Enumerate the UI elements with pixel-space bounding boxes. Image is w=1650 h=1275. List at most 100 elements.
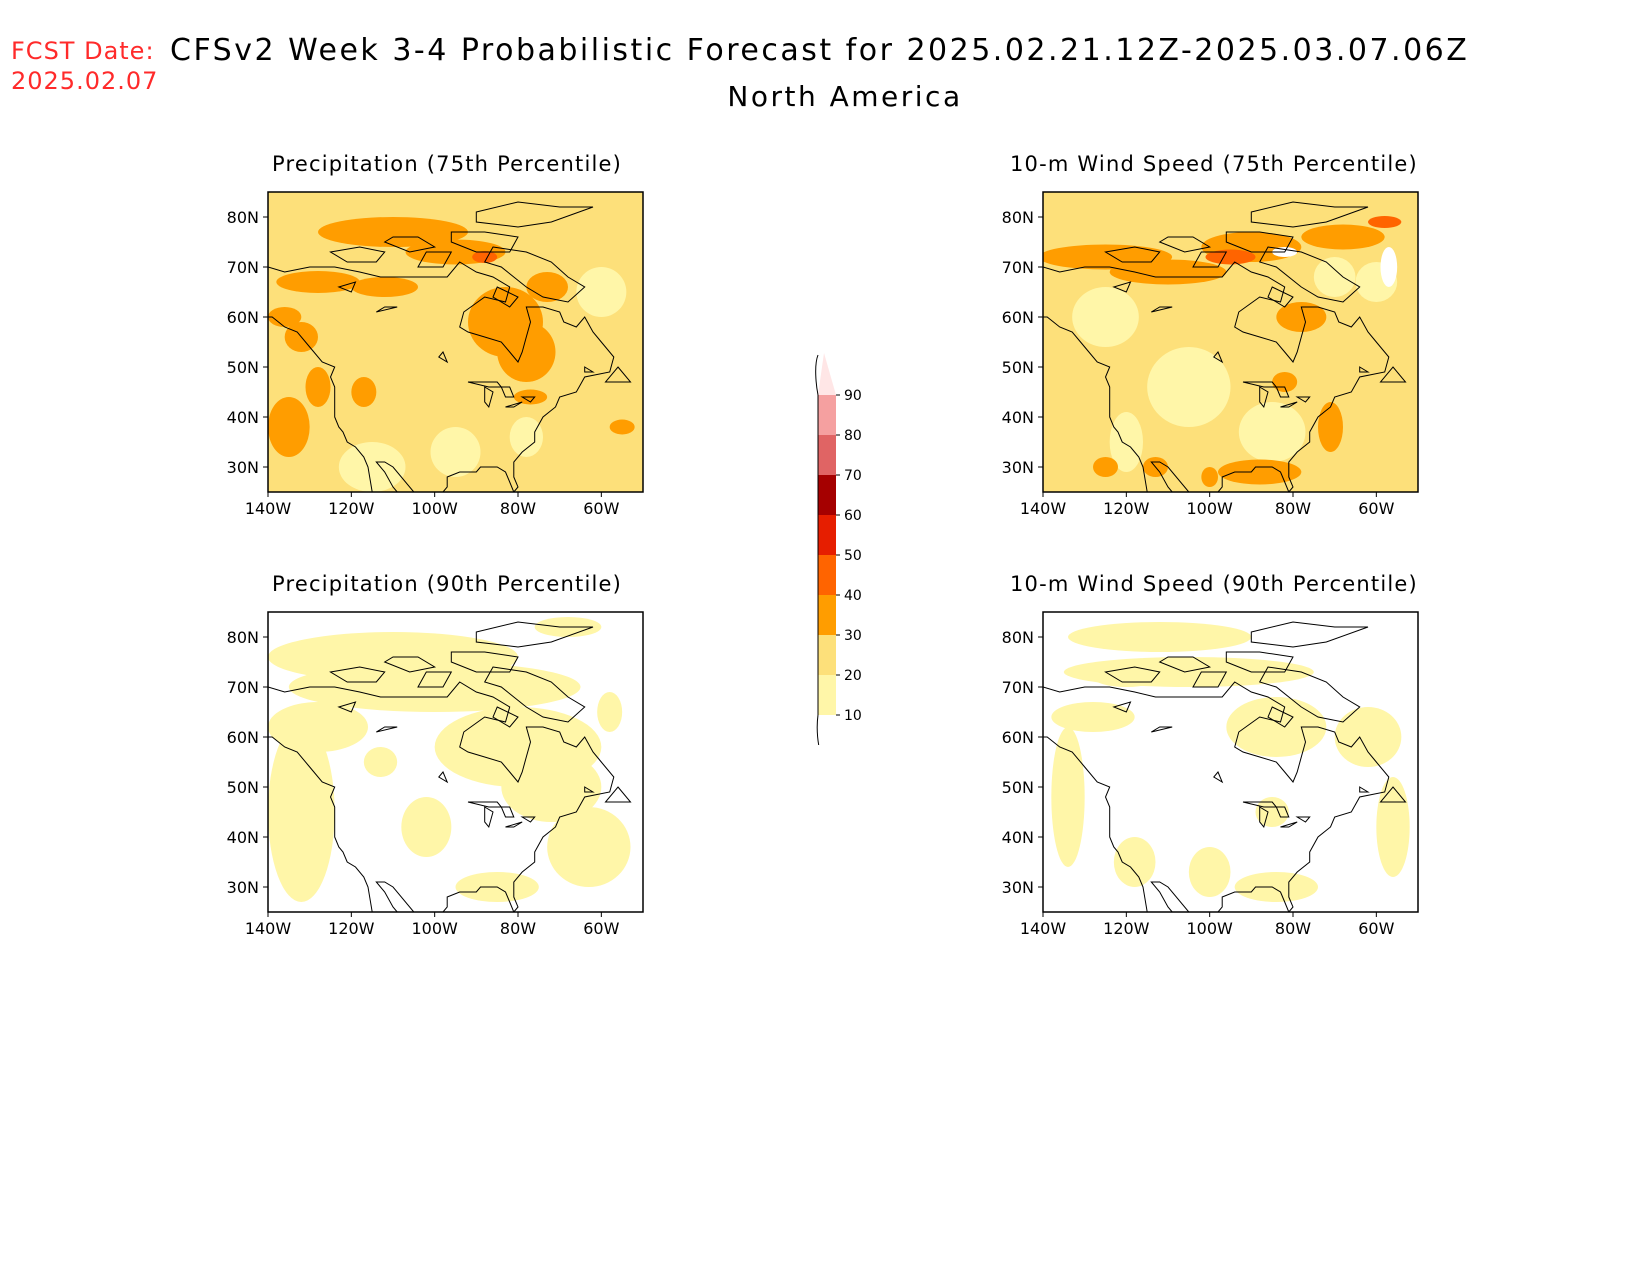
lake-outline [1213, 351, 1224, 364]
page-title: CFSv2 Week 3-4 Probabilistic Forecast fo… [170, 33, 1470, 68]
coastline [375, 461, 415, 492]
colorbar-swatch-60-70 [818, 475, 836, 515]
probability-region [547, 807, 631, 887]
colorbar-swatch-80-90 [818, 395, 836, 435]
probability-region [351, 277, 418, 297]
lake-outline [337, 701, 357, 713]
island-outline [383, 656, 437, 673]
island-outline [1359, 786, 1370, 793]
forecast-date-value: 2025.02.07 [11, 67, 159, 95]
colorbar-tick-label: 10 [844, 708, 862, 724]
probability-region [526, 272, 568, 302]
lake-outline [484, 386, 494, 409]
lon-tick-label: 80W [500, 499, 536, 518]
map-frame [1042, 191, 1419, 493]
lat-tick-label: 40N [1002, 828, 1034, 847]
lat-tick-label: 30N [1002, 458, 1034, 477]
lon-tick-label: 140W [1020, 499, 1067, 518]
lat-tick-label: 80N [227, 628, 259, 647]
probability-region [1051, 702, 1135, 732]
coastline [268, 681, 615, 912]
probability-region [1051, 727, 1085, 867]
lake-outline [1275, 386, 1290, 398]
probability-region [1238, 402, 1306, 462]
probability-region [472, 251, 498, 263]
probability-region [1188, 847, 1231, 897]
island-outline [1267, 706, 1294, 728]
lat-tick-label: 60N [227, 728, 259, 747]
lon-tick-label: 80W [1275, 919, 1311, 938]
lat-tick-label: 50N [1002, 358, 1034, 377]
lat-tick-label: 70N [1002, 678, 1034, 697]
island-outline [1417, 197, 1418, 238]
probability-region [1318, 402, 1343, 452]
lake-outline [505, 401, 523, 408]
island-outline [383, 236, 437, 253]
lake-outline [1280, 401, 1298, 408]
island-outline [483, 246, 586, 303]
panel-title-wind75: 10-m Wind Speed (75th Percentile) [1010, 152, 1418, 176]
colorbar-tick-label: 20 [844, 668, 862, 684]
lat-tick-label: 70N [227, 258, 259, 277]
lake-outline [1112, 281, 1132, 293]
lake-outline [1295, 396, 1311, 403]
panel-title-wind90: 10-m Wind Speed (90th Percentile) [1010, 572, 1418, 596]
forecast-date-label: FCST Date: [11, 37, 155, 65]
island-outline [1250, 621, 1369, 648]
probability-region [1276, 302, 1327, 332]
lake-outline [1213, 771, 1224, 784]
lon-tick-label: 80W [1275, 499, 1311, 518]
probability-region [401, 797, 452, 857]
island-outline [475, 201, 594, 228]
island-outline [450, 651, 519, 673]
coastline [268, 736, 373, 912]
island-outline [1379, 786, 1407, 803]
lon-tick-label: 140W [245, 499, 292, 518]
island-outline [1225, 651, 1294, 673]
lon-tick-label: 120W [328, 499, 375, 518]
colorbar-swatch-70-80 [818, 435, 836, 475]
probability-region [276, 271, 360, 293]
coastline [1043, 316, 1148, 492]
lat-tick-label: 50N [227, 358, 259, 377]
probability-region [1205, 249, 1256, 265]
probability-region [1113, 837, 1156, 887]
lat-tick-label: 30N [227, 458, 259, 477]
lat-tick-label: 40N [1002, 408, 1034, 427]
lat-tick-label: 40N [227, 408, 259, 427]
lat-tick-label: 60N [1002, 308, 1034, 327]
island-outline [642, 617, 643, 658]
lon-tick-label: 60W [583, 919, 619, 938]
probability-region [1334, 707, 1402, 767]
lake-outline [438, 351, 449, 364]
lake-outline [1295, 816, 1311, 823]
colorbar-tick-label: 40 [844, 588, 862, 604]
colorbar-top-edge [815, 354, 819, 396]
island-outline [1192, 251, 1228, 268]
lake-outline [1112, 701, 1132, 713]
lat-tick-label: 30N [227, 878, 259, 897]
island-outline [604, 786, 632, 803]
lon-tick-label: 100W [1186, 499, 1233, 518]
probability-region [1218, 459, 1302, 485]
colorbar-tick-label: 60 [844, 508, 862, 524]
coastline [375, 881, 415, 912]
probability-region [1301, 224, 1385, 250]
probability-region [268, 722, 335, 902]
lake-outline [1280, 821, 1298, 828]
probability-region [1376, 777, 1410, 877]
lake-outline [438, 771, 449, 784]
lake-outline [467, 801, 503, 808]
probability-region [1380, 247, 1398, 287]
lake-outline [376, 726, 398, 733]
probability-region [1201, 467, 1218, 487]
map-frame [267, 611, 644, 913]
colorbar-swatch-20-30 [818, 635, 836, 675]
island-outline [475, 621, 594, 648]
lake-outline [376, 306, 398, 313]
island-outline [1359, 366, 1370, 373]
colorbar-tick-label: 30 [844, 628, 862, 644]
island-outline [492, 706, 519, 728]
page-subtitle: North America [727, 80, 963, 113]
island-outline [584, 366, 595, 373]
